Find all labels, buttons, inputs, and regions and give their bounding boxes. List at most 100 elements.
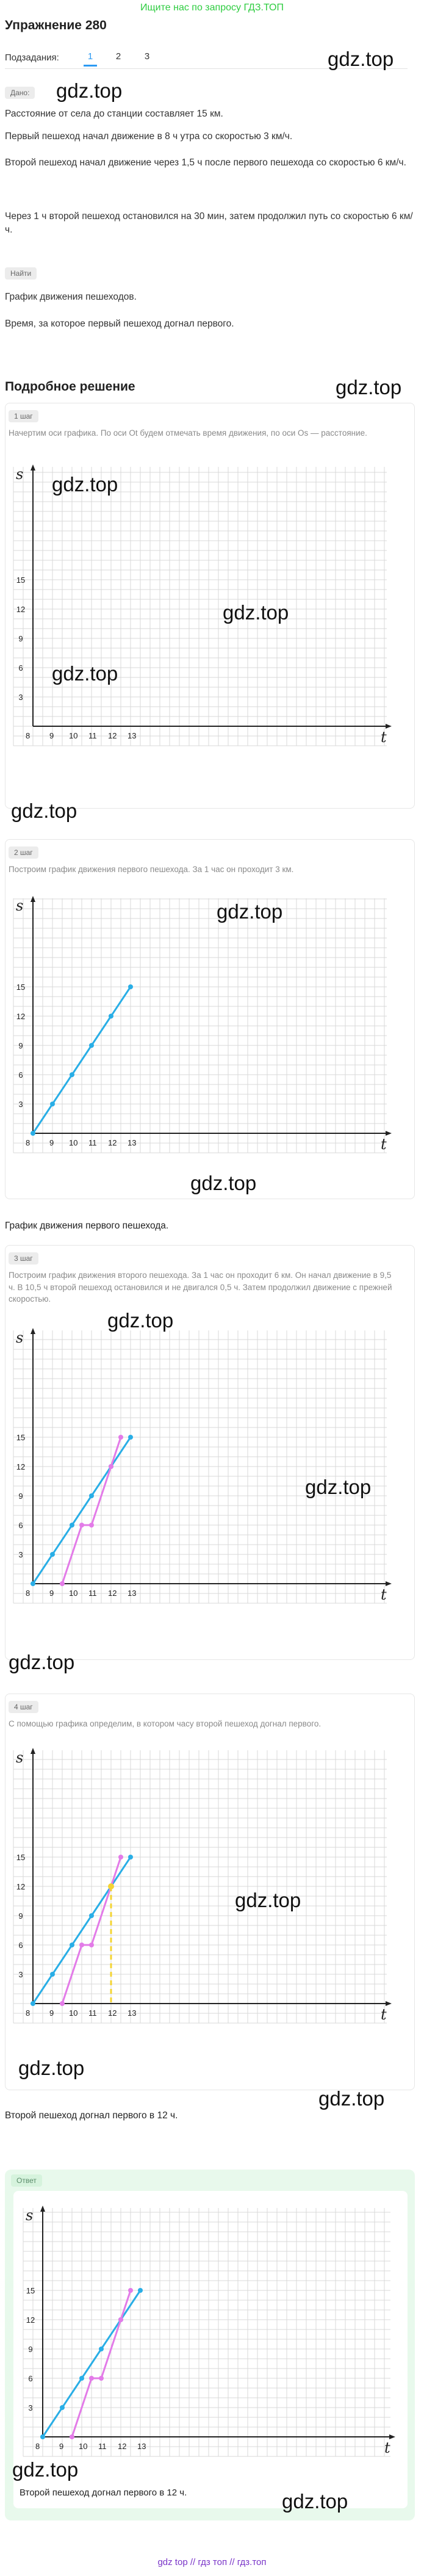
y-tick-label: 15 (16, 1433, 25, 1442)
x-tick-label: 8 (26, 731, 30, 740)
given-line-1: Расстояние от села до станции составляет… (5, 109, 223, 119)
data-point (50, 1102, 55, 1106)
chart-step-3: t s 8 9 10 11 12 13 3 6 9 12 15 (13, 1328, 392, 1604)
series-line (32, 1437, 132, 1584)
grid (13, 898, 387, 1153)
find-line-1: График движения пешеходов. (5, 292, 137, 302)
y-axis-arrow (31, 464, 35, 471)
y-tick-label: 6 (28, 2374, 32, 2383)
series-line (41, 2290, 142, 2437)
x-axis-label: t (381, 729, 387, 746)
y-tick-label: 9 (28, 2345, 32, 2354)
step-3-tag: 3 шаг (9, 1252, 38, 1265)
given-line-3: Второй пешеход начал движение через 1,5 … (5, 157, 406, 168)
y-tick-label: 12 (16, 1012, 25, 1021)
y-axis-arrow (31, 1328, 35, 1334)
y-tick-label: 9 (18, 1041, 23, 1050)
x-tick-label: 13 (128, 731, 136, 740)
step-2-text: Построим график движения первого пешеход… (9, 865, 294, 874)
watermark: gdz.top (11, 799, 77, 822)
watermark: gdz.top (52, 662, 118, 685)
search-link[interactable]: Ищите нас по запросу ГДЗ.ТОП (140, 2, 284, 13)
y-tick-label: 6 (18, 1941, 23, 1950)
footer-links[interactable]: gdz top // гдз топ // гдз.топ (157, 2557, 267, 2567)
given-line-4: Через 1 ч второй пешеход остановился на … (5, 211, 413, 236)
x-tick-label: 9 (59, 2442, 63, 2451)
data-point (118, 1435, 123, 1440)
data-point (99, 2376, 104, 2381)
y-axis-label: s (16, 1329, 23, 1346)
y-axis-arrow (40, 2206, 45, 2212)
x-axis-arrow (386, 1131, 392, 1136)
watermark: gdz.top (305, 1476, 372, 1498)
y-tick-label: 9 (18, 634, 23, 643)
y-axis-arrow (31, 896, 35, 902)
data-point (118, 1855, 123, 1860)
y-tick-label: 9 (18, 1492, 23, 1501)
x-axis-label: t (384, 2439, 390, 2456)
y-tick-label: 12 (26, 2315, 35, 2325)
subtasks-label: Подзадания: (5, 52, 59, 63)
y-tick-label: 6 (18, 1521, 23, 1530)
y-axis-label: s (16, 466, 23, 483)
series-line (32, 986, 132, 1134)
x-tick-label: 12 (108, 731, 117, 740)
y-tick-label: 15 (16, 983, 25, 992)
y-tick-label: 12 (16, 1462, 25, 1471)
x-tick-label: 11 (88, 1138, 97, 1147)
data-point (31, 1131, 35, 1136)
watermark: gdz.top (282, 2490, 348, 2513)
data-point (128, 984, 133, 989)
y-tick-label: 15 (16, 575, 25, 585)
data-point (128, 1855, 133, 1860)
grid (13, 1750, 387, 2024)
chart-answer: t s 8 9 10 11 12 13 3 6 9 12 15 (23, 2206, 395, 2457)
chart-step-1: t s 8 9 10 11 12 13 3 6 9 12 15 (13, 464, 392, 746)
watermark: gdz.top (336, 376, 402, 399)
tabs-divider (5, 68, 408, 69)
data-point (50, 1972, 55, 1977)
y-axis-label: s (26, 2207, 33, 2224)
step-2-tag: 2 шаг (9, 846, 38, 859)
data-point (60, 2001, 65, 2006)
x-tick-label: 13 (137, 2442, 146, 2451)
y-tick-label: 3 (18, 1100, 23, 1109)
data-point (89, 1493, 94, 1498)
data-point (70, 2434, 74, 2439)
step-3-text: Построим график движения второго пешеход… (9, 1271, 392, 1304)
x-tick-label: 8 (26, 1589, 30, 1598)
x-tick-label: 13 (128, 1138, 136, 1147)
answer-text: Второй пешеход догнал первого в 12 ч. (20, 2488, 187, 2498)
x-axis-arrow (386, 1581, 392, 1586)
x-tick-label: 11 (98, 2442, 107, 2451)
x-axis-label: t (381, 1586, 387, 1603)
x-tick-label: 11 (88, 1589, 97, 1598)
find-tag: Найти (5, 267, 37, 280)
watermark: gdz.top (318, 2087, 385, 2110)
y-axis-label: s (16, 897, 23, 914)
y-tick-label: 3 (28, 2403, 32, 2412)
x-tick-label: 8 (26, 1138, 30, 1147)
data-point (60, 2405, 65, 2410)
tab-subtask-1[interactable]: 1 (84, 51, 97, 67)
tab-subtask-3[interactable]: 3 (144, 51, 150, 62)
data-point (89, 1913, 94, 1918)
x-tick-label: 10 (69, 2008, 77, 2018)
x-axis-arrow (389, 2434, 395, 2439)
tab-subtask-2[interactable]: 2 (115, 51, 121, 62)
solution-title: Подробное решение (5, 380, 135, 394)
y-tick-label: 3 (18, 693, 23, 702)
data-point (138, 2288, 143, 2293)
data-point (99, 2347, 104, 2351)
data-point (70, 1523, 74, 1528)
y-tick-label: 15 (26, 2286, 35, 2295)
answer-tag: Ответ (11, 2174, 42, 2187)
x-axis-arrow (386, 2001, 392, 2006)
data-point (70, 1072, 74, 1077)
x-tick-label: 12 (108, 1589, 117, 1598)
given-line-2: Первый пешеход начал движение в 8 ч утра… (5, 131, 293, 142)
data-point (109, 1464, 113, 1469)
y-tick-label: 6 (18, 1070, 23, 1080)
watermark: gdz.top (56, 79, 123, 102)
watermark: gdz.top (12, 2458, 79, 2481)
